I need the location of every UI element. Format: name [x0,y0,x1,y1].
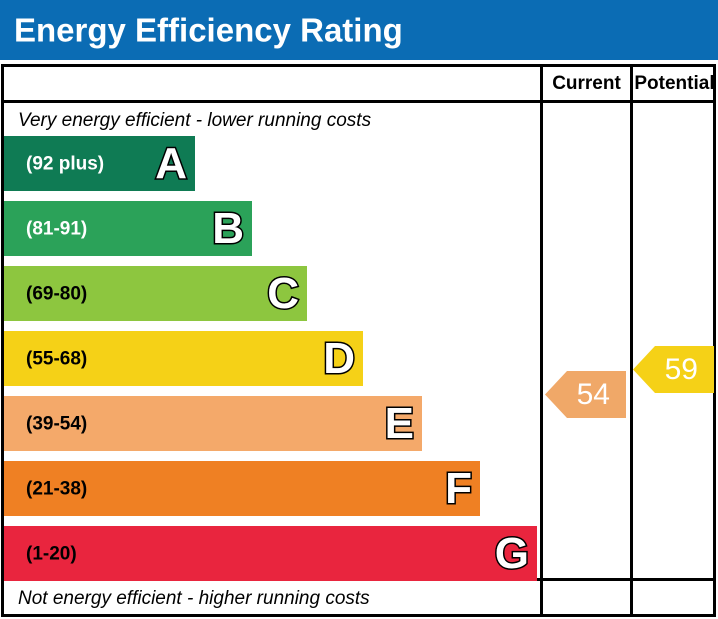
page-title: Energy Efficiency Rating [14,11,403,49]
band-a: (92 plus) A [4,136,195,191]
band-range-label: (39-54) [26,413,88,434]
band-f: (21-38) F [4,461,480,516]
band-letter-a: A [154,138,189,188]
band-range-label: (1-20) [26,543,77,564]
potential-column-divider [630,64,633,617]
current-rating-value: 54 [576,377,610,411]
caption-efficient: Very energy efficient - lower running co… [18,110,372,131]
band-letter-g: G [493,528,530,578]
band-range-label: (21-38) [26,478,88,499]
band-letter-b: B [211,203,246,253]
title-bar: Energy Efficiency Rating [0,0,718,60]
band-d: (55-68) D [4,331,363,386]
band-e: (39-54) E [4,396,422,451]
band-range-label: (69-80) [26,283,88,304]
footer-row-divider-right [540,578,716,581]
band-range-label: (92 plus) [26,153,105,174]
potential-rating-value: 59 [664,352,698,386]
band-c: (69-80) C [4,266,307,321]
band-range-label: (81-91) [26,218,88,239]
band-letter-d: D [322,333,357,383]
band-letter-e: E [383,398,415,448]
band-g: (1-20) G [4,526,537,581]
band-range-label: (55-68) [26,348,88,369]
band-letter-c: C [266,268,301,318]
current-column-divider [540,64,543,617]
band-b: (81-91) B [4,201,252,256]
potential-column-header: Potential [634,73,715,94]
table-frame [1,64,716,617]
band-letter-f: F [444,463,474,513]
caption-inefficient: Not energy efficient - higher running co… [18,588,370,609]
band-list: (92 plus) A (81-91) B (69-80) C (55-68) D (39-54… [4,136,540,581]
current-column-header: Current [552,73,621,94]
header-row-divider [1,100,716,103]
